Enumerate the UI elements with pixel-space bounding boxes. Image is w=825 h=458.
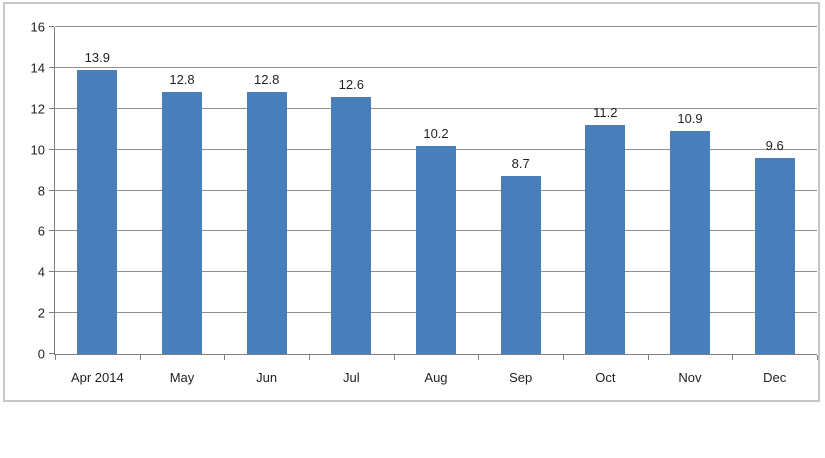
x-axis-category-label: Sep [509, 370, 533, 385]
bar-value-label: 9.6 [765, 137, 784, 153]
gridline [55, 26, 817, 27]
y-axis-tick [49, 189, 54, 191]
y-axis-tick [49, 353, 54, 354]
x-axis-category-label: Oct [595, 370, 616, 385]
x-axis-category-label: Nov [678, 370, 702, 385]
gridline [55, 107, 817, 109]
bar-sep [500, 176, 541, 354]
y-axis-tick [49, 271, 54, 273]
x-axis-category-label: Jul [343, 370, 360, 385]
y-axis-line [54, 27, 55, 355]
y-axis-tick-label: 14 [30, 60, 45, 76]
bar-chart-frame: 0 2 4 6 8 10 12 14 16 13.9 Apr 2014 12.8 May 12.8 Jun 1… [3, 2, 820, 402]
bar-value-label: 11.2 [593, 105, 618, 121]
bar-value-label: 13.9 [84, 49, 110, 65]
y-axis-tick [49, 66, 54, 68]
x-axis-tick [393, 355, 395, 360]
bar-value-label: 12.8 [169, 72, 195, 88]
x-axis-tick [732, 355, 734, 360]
bar-value-label: 12.6 [338, 76, 364, 92]
bar-value-label: 10.9 [677, 111, 703, 127]
y-axis-tick-label: 8 [37, 183, 45, 198]
x-axis-category-label: Jun [256, 370, 278, 385]
x-axis-tick [478, 355, 480, 360]
plot-area: 0 2 4 6 8 10 12 14 16 13.9 Apr 2014 12.8 May 12.8 Jun 1… [31, 21, 818, 384]
bar-jul [331, 96, 372, 354]
x-axis-tick [563, 355, 564, 360]
y-axis-tick [49, 312, 54, 314]
x-axis-category-label: May [169, 370, 195, 385]
bar-apr-2014 [77, 69, 118, 354]
x-axis-tick [55, 355, 56, 360]
x-axis-line [54, 354, 817, 355]
y-axis-tick [49, 148, 54, 150]
x-axis-category-label: Apr 2014 [70, 370, 124, 385]
y-axis-tick-label: 12 [30, 101, 45, 117]
x-axis-tick [139, 355, 141, 360]
y-axis-tick-label: 0 [37, 346, 45, 362]
bar-aug [416, 145, 456, 354]
y-axis-tick [49, 107, 54, 109]
bar-may [162, 92, 202, 354]
x-axis-tick [817, 355, 818, 360]
x-axis-tick [224, 355, 226, 360]
bar-value-label: 8.7 [511, 156, 530, 172]
bar-dec [754, 157, 795, 354]
y-axis-tick [49, 230, 54, 232]
x-axis-category-label: Aug [424, 370, 448, 385]
y-axis-tick-label: 4 [37, 264, 45, 280]
bar-nov [670, 131, 710, 354]
x-axis-tick [309, 355, 310, 360]
bar-value-label: 12.8 [254, 72, 280, 88]
bar-oct [585, 125, 626, 354]
x-axis-category-label: Dec [763, 370, 787, 385]
bar-value-label: 10.2 [423, 125, 449, 141]
y-axis-tick-label: 6 [37, 223, 45, 239]
y-axis-tick-label: 10 [30, 142, 45, 158]
y-axis-tick-label: 2 [37, 305, 45, 321]
y-axis-tick [49, 26, 54, 27]
bar-jun [246, 92, 287, 354]
y-axis-tick-label: 16 [30, 19, 45, 35]
gridline [55, 66, 817, 68]
x-axis-tick [647, 355, 649, 360]
